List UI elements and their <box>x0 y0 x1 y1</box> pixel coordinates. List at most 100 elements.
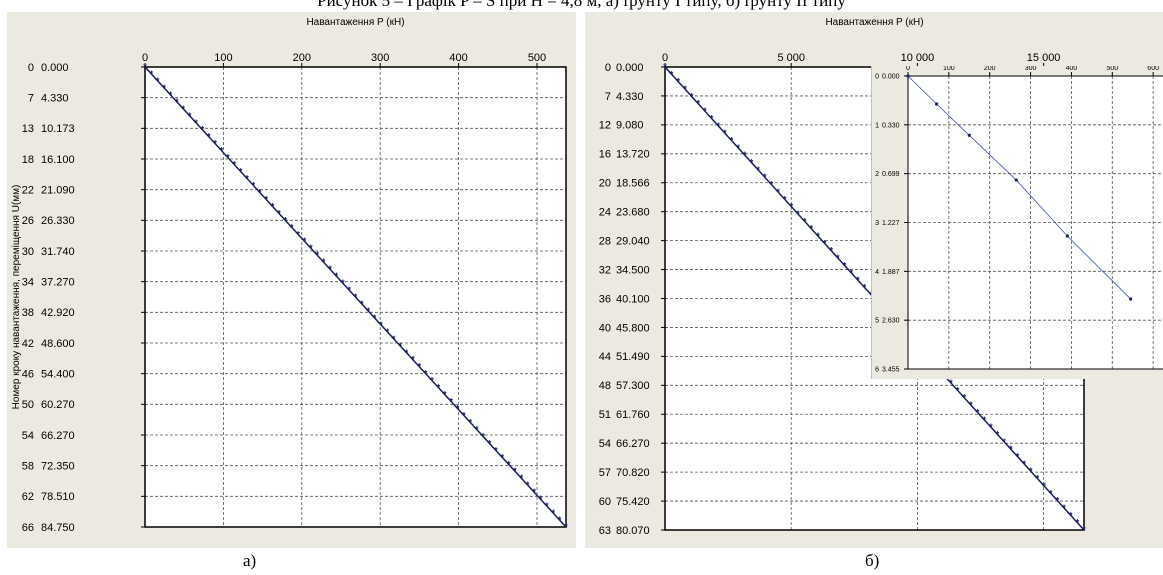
chart-a-y-step-label: 0 <box>28 62 34 74</box>
chart-b-data-point: * <box>1062 503 1066 513</box>
chart-b-data-point: * <box>790 202 794 212</box>
chart-b-y-value-label: 18.566 <box>616 178 650 190</box>
chart-b-y-step-label: 57 <box>599 467 611 479</box>
chart-b-data-point: * <box>663 62 667 72</box>
chart-b-data-point: * <box>756 165 760 175</box>
chart-a-data-point: * <box>143 62 147 72</box>
chart-b-data-point: * <box>989 422 993 432</box>
chart-a-data-point: * <box>513 466 517 476</box>
chart-a-data-point: * <box>347 285 351 295</box>
chart-inset-x-tick-label: 300 <box>1025 66 1037 72</box>
chart-a-data-point: * <box>424 369 428 379</box>
chart-b-y-step-label: 36 <box>599 293 611 305</box>
chart-a-data-point: * <box>456 404 460 414</box>
chart-b-x-tick-label: 5 000 <box>777 52 805 64</box>
chart-b-data-point: * <box>843 260 847 270</box>
chart-a-data-point: * <box>379 320 383 330</box>
chart-b-y-value-label: 57.300 <box>616 380 650 392</box>
figure-caption: Рисунок 5 – Графік P – S при H = 4,8 м, … <box>317 0 846 10</box>
chart-b-y-value-label: 4.330 <box>616 91 644 103</box>
chart-a-data-point: * <box>564 522 568 532</box>
chart-b-y-step-label: 24 <box>599 207 611 219</box>
chart-inset-data-point <box>1065 234 1069 238</box>
chart-b-y-value-label: 51.490 <box>616 351 650 363</box>
chart-a-y-step-label: 62 <box>22 491 34 503</box>
chart-inset-y-step-label: 1 <box>875 122 879 129</box>
chart-b-y-step-label: 7 <box>605 91 611 103</box>
chart-a-y-value-label: 48.600 <box>41 338 75 350</box>
chart-b-data-point: * <box>823 238 827 248</box>
chart-a-y-step-label: 42 <box>22 338 34 350</box>
chart-a-y-step-label: 22 <box>22 185 34 197</box>
chart-a-x-axis-title: Навантаження P (кН) <box>306 17 404 28</box>
chart-b-y-step-label: 32 <box>599 264 611 276</box>
chart-a-data-point: * <box>488 438 492 448</box>
chart-b-y-step-label: 0 <box>605 62 611 74</box>
chart-a-data-point: * <box>443 390 447 400</box>
chart-b-data-point: * <box>710 113 714 123</box>
chart-a-data-point: * <box>156 76 160 86</box>
chart-b-y-step-label: 54 <box>599 438 611 450</box>
chart-b-y-step-label: 40 <box>599 322 611 334</box>
chart-a-data-point: * <box>226 153 230 163</box>
chart-a-data-point: * <box>481 431 485 441</box>
chart-a-y-step-label: 46 <box>22 369 34 381</box>
inset-chart-svg: 0100200300400500600700.00010.33020.69931… <box>875 65 1163 373</box>
chart-a-data-point: * <box>494 445 498 455</box>
chart-b-data-point: * <box>690 91 694 101</box>
chart-inset-y-step-label: 5 <box>875 318 879 325</box>
chart-a-data-point: * <box>405 348 409 358</box>
chart-b-data-point: * <box>949 378 953 388</box>
chart-a-y-value-label: 84.750 <box>41 522 75 534</box>
chart-a-data-point: * <box>207 132 211 142</box>
chart-a-y-step-label: 34 <box>22 277 34 289</box>
chart-b-x-tick-label: 15 000 <box>1027 52 1061 64</box>
chart-a-y-value-label: 10.173 <box>41 123 75 135</box>
chart-a-y-step-label: 13 <box>22 123 34 135</box>
chart-b-data-point: * <box>1022 459 1026 469</box>
chart-b-data-point: * <box>1016 452 1020 462</box>
chart-inset-y-value-label: 1.227 <box>882 220 900 227</box>
chart-a-data-point: * <box>539 494 543 504</box>
chart-a-data-point: * <box>315 250 319 260</box>
chart-a-y-value-label: 60.270 <box>41 399 75 411</box>
chart-inset-y-step-label: 4 <box>875 269 879 276</box>
chart-inset-data-point <box>967 133 971 137</box>
chart-a-y-step-label: 58 <box>22 461 34 473</box>
inset-chart-window: 0100200300400500600700.00010.33020.69931… <box>871 65 1163 379</box>
chart-a-data-point: * <box>411 355 415 365</box>
chart-a-data-point: * <box>398 341 402 351</box>
chart-a-data-point: * <box>309 243 313 253</box>
sublabel-b: б) <box>865 551 880 570</box>
chart-b-data-point: * <box>1036 474 1040 484</box>
chart-b-y-step-label: 60 <box>599 496 611 508</box>
sublabel-a: а) <box>243 551 257 570</box>
chart-inset-y-value-label: 2.630 <box>882 318 900 325</box>
chart-b-data-point: * <box>863 282 867 292</box>
chart-inset-y-value-label: 1.887 <box>882 269 900 276</box>
chart-a-data-point: * <box>252 180 256 190</box>
chart-a-data-point: * <box>449 397 453 407</box>
chart-b-data-point: * <box>670 69 674 79</box>
chart-inset-plot-border <box>907 75 1163 370</box>
chart-a-y-step-label: 38 <box>22 307 34 319</box>
chart-b-y-value-label: 66.270 <box>616 438 650 450</box>
chart-a-x-tick-label: 0 <box>142 52 148 64</box>
chart-a-data-point: * <box>558 515 562 525</box>
chart-inset-y-step-label: 2 <box>875 171 879 178</box>
chart-a-data-point: * <box>182 104 186 114</box>
chart-inset-x-tick-label: 400 <box>1066 66 1078 72</box>
chart-b-y-step-label: 28 <box>599 235 611 247</box>
chart-a-data-point: * <box>335 271 339 281</box>
chart-a-data-point: * <box>220 146 224 156</box>
chart-a-data-point: * <box>360 299 364 309</box>
chart-a-data-point: * <box>264 194 268 204</box>
chart-b-data-point: * <box>703 106 707 116</box>
chart-a-data-point: * <box>322 257 326 267</box>
chart-b-data-point: * <box>736 143 740 153</box>
chart-b-y-value-label: 13.720 <box>616 149 650 161</box>
chart-a-data-point: * <box>303 236 307 246</box>
chart-b-data-point: * <box>783 194 787 204</box>
chart-a-y-value-label: 0.000 <box>41 62 69 74</box>
chart-b-data-point: * <box>1076 518 1080 528</box>
